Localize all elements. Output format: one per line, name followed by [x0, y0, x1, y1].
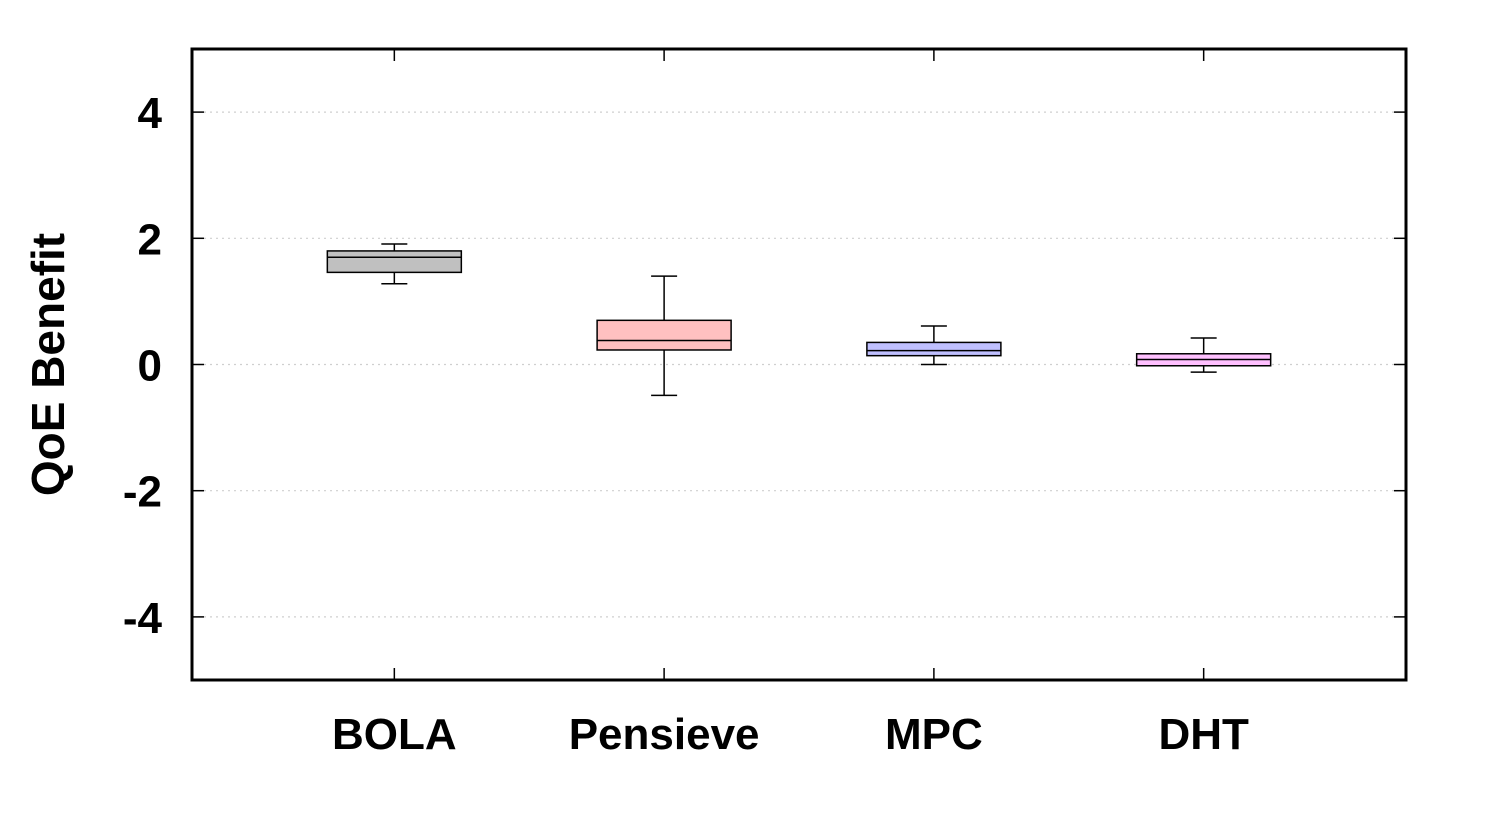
box-bola [326, 243, 463, 285]
y-axis-title: QoE Benefit [22, 233, 74, 496]
axis-ticks [192, 49, 1406, 680]
boxes [326, 243, 1272, 397]
x-tick-label: BOLA [332, 710, 457, 759]
box-pensieve [596, 275, 732, 397]
iqr-box [596, 319, 732, 351]
x-tick-label: MPC [885, 710, 983, 759]
iqr-box [326, 250, 463, 274]
axis-labels: 4 2 0 -2 -4 BOLA Pensieve MPC DHT [123, 89, 1249, 759]
x-tick-label: DHT [1158, 710, 1249, 759]
y-tick-label: -4 [123, 594, 163, 643]
box-mpc [866, 325, 1002, 366]
grid-lines [192, 111, 1406, 618]
x-tick-label: Pensieve [569, 710, 760, 759]
y-tick-label: -2 [123, 468, 162, 517]
iqr-box [866, 341, 1002, 357]
y-tick-label: 2 [138, 215, 162, 264]
box-dht [1135, 337, 1272, 373]
y-tick-label: 4 [138, 89, 163, 138]
y-tick-label: 0 [138, 342, 162, 391]
